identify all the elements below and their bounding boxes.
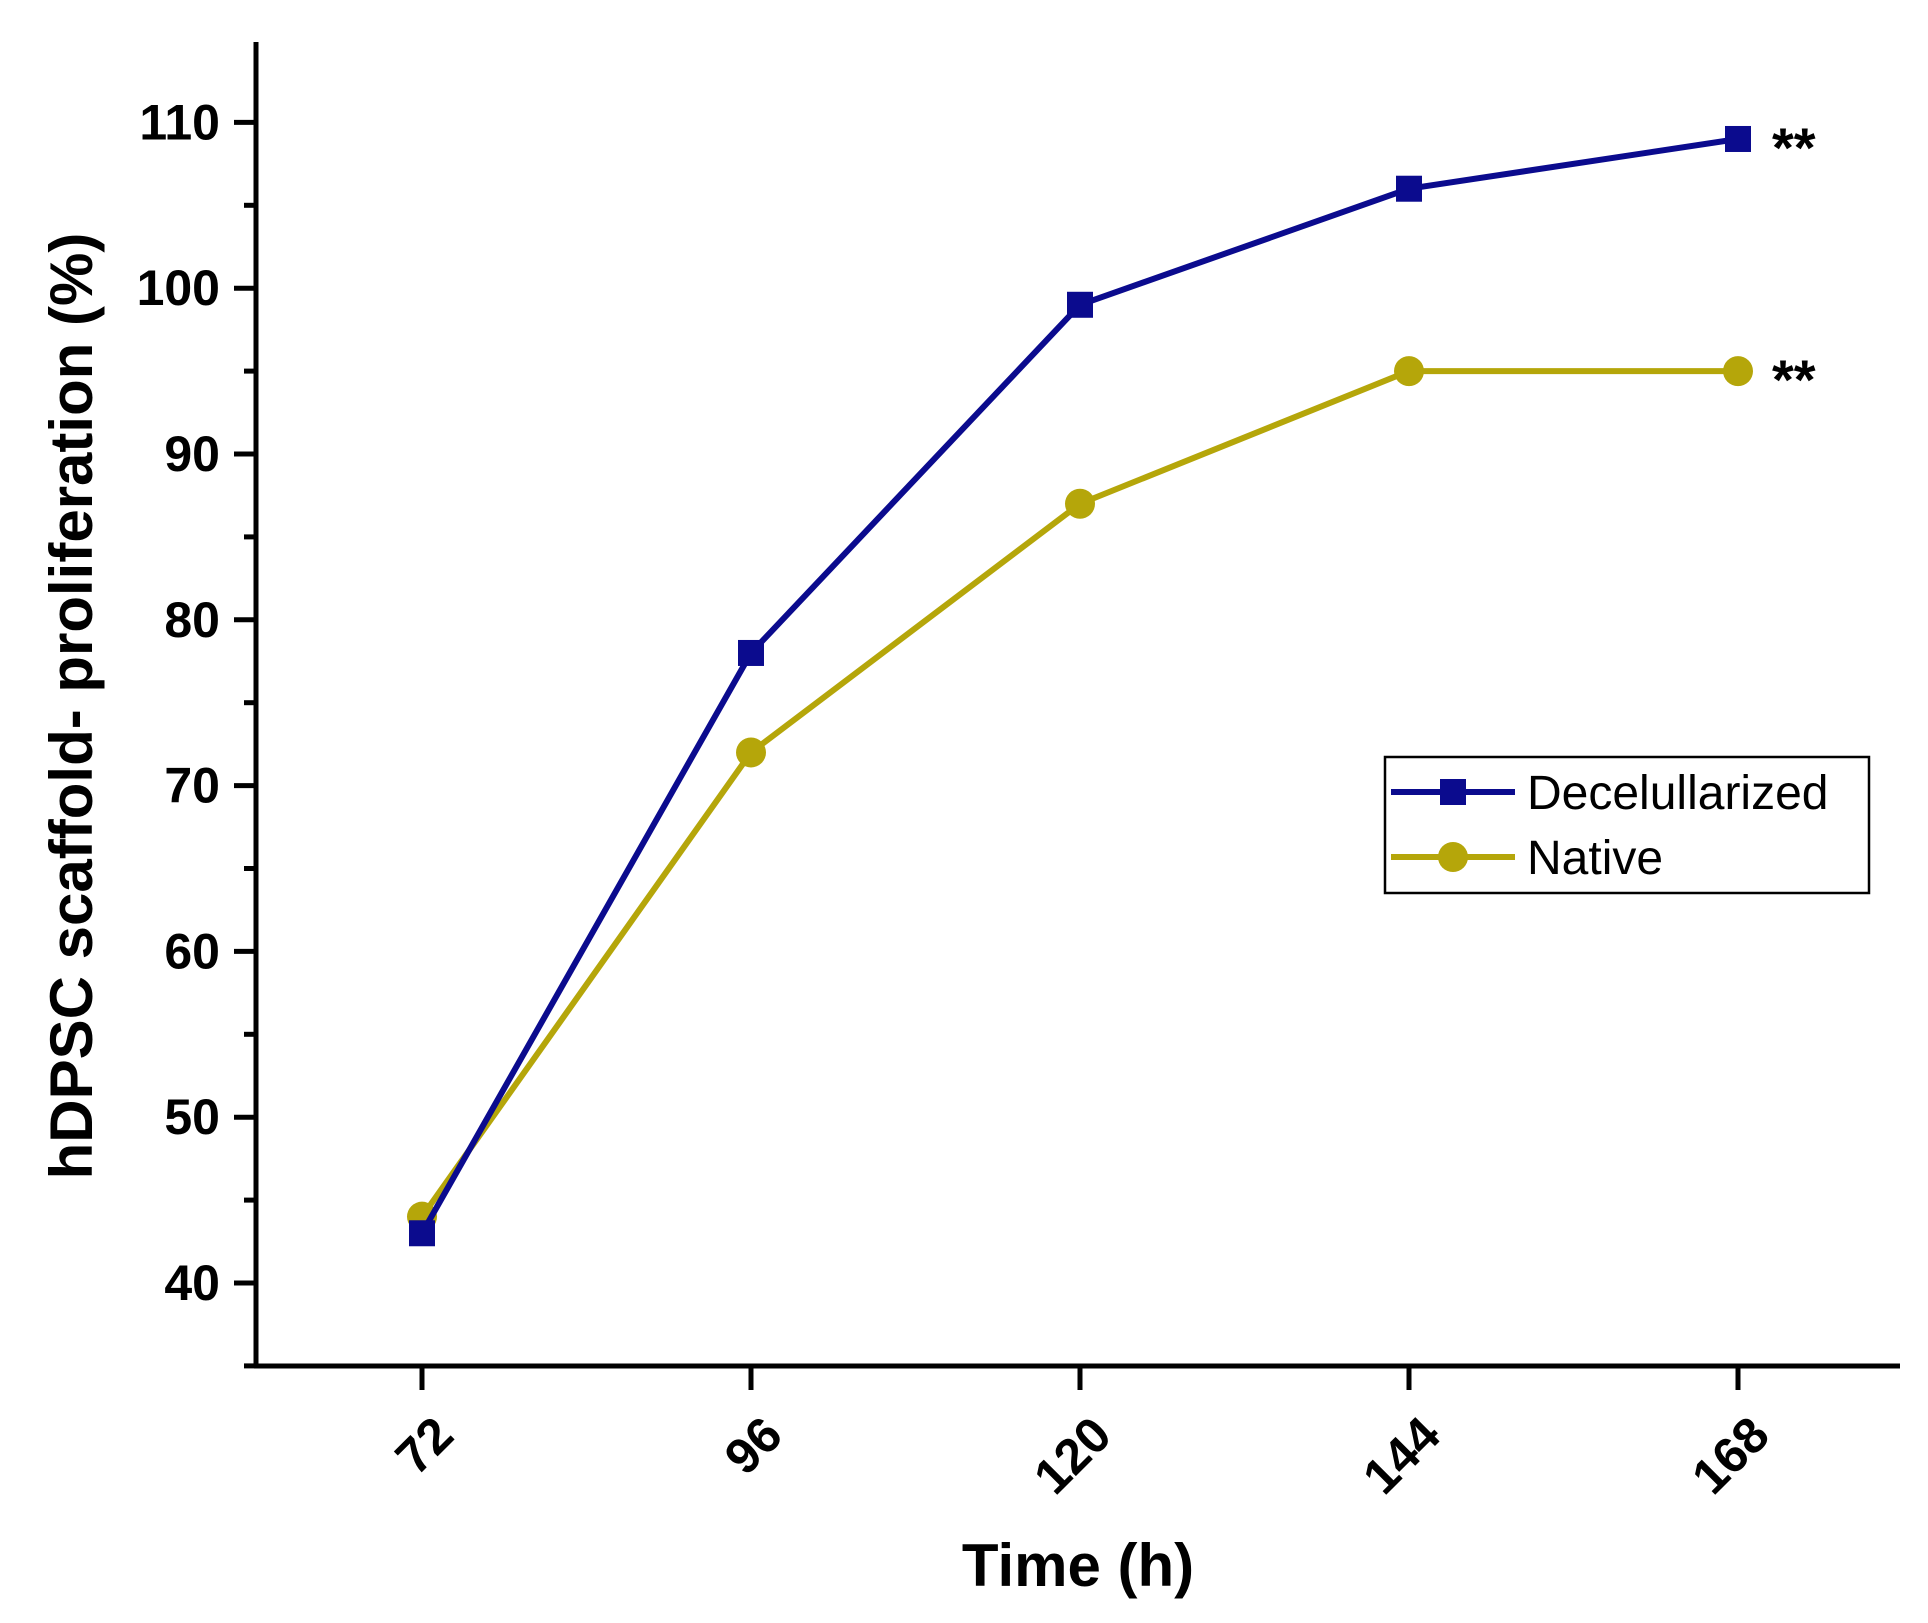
y-tick-label: 100 <box>137 260 220 316</box>
x-tick-label: 96 <box>714 1406 793 1485</box>
legend: Decelullarized Native <box>1383 755 1871 895</box>
data-point <box>1065 488 1095 519</box>
y-tick-label: 50 <box>164 1089 220 1145</box>
data-point <box>1396 175 1422 202</box>
data-point <box>738 639 764 666</box>
data-point <box>1394 356 1424 387</box>
significance-annotation: ** <box>1772 116 1816 179</box>
data-point <box>1067 291 1093 318</box>
data-point <box>1723 356 1753 387</box>
y-tick-label: 90 <box>164 426 220 482</box>
series-layer: ** ** <box>407 116 1816 1247</box>
y-axis-title: hDPSC scaffold- proliferation (%) <box>38 233 105 1180</box>
data-point <box>1725 125 1751 152</box>
legend-marker <box>1438 842 1468 872</box>
y-tick-label: 80 <box>164 592 220 648</box>
legend-label: Decelullarized <box>1527 767 1828 820</box>
axes: 40 50 60 70 80 90 100 110 72 96 120 144 168 <box>137 42 1900 1505</box>
y-tick-label: 110 <box>139 94 220 150</box>
x-tick-label: 144 <box>1352 1406 1451 1505</box>
data-point <box>736 737 766 768</box>
legend-label: Native <box>1527 832 1663 885</box>
x-tick-label: 120 <box>1023 1406 1122 1505</box>
x-axis-title: Time (h) <box>962 1532 1194 1599</box>
series-decelullarized: ** <box>409 116 1816 1247</box>
x-tick-label: 72 <box>385 1406 464 1485</box>
x-tick-label: 168 <box>1681 1406 1780 1505</box>
significance-annotation: ** <box>1772 348 1816 411</box>
y-tick-label: 60 <box>164 923 220 979</box>
legend-marker <box>1440 779 1466 805</box>
y-tick-label: 70 <box>164 758 220 814</box>
legend-item: Native <box>1391 832 1663 885</box>
y-tick-label: 40 <box>164 1255 220 1311</box>
data-point <box>409 1220 435 1247</box>
legend-item: Decelullarized <box>1391 767 1828 820</box>
